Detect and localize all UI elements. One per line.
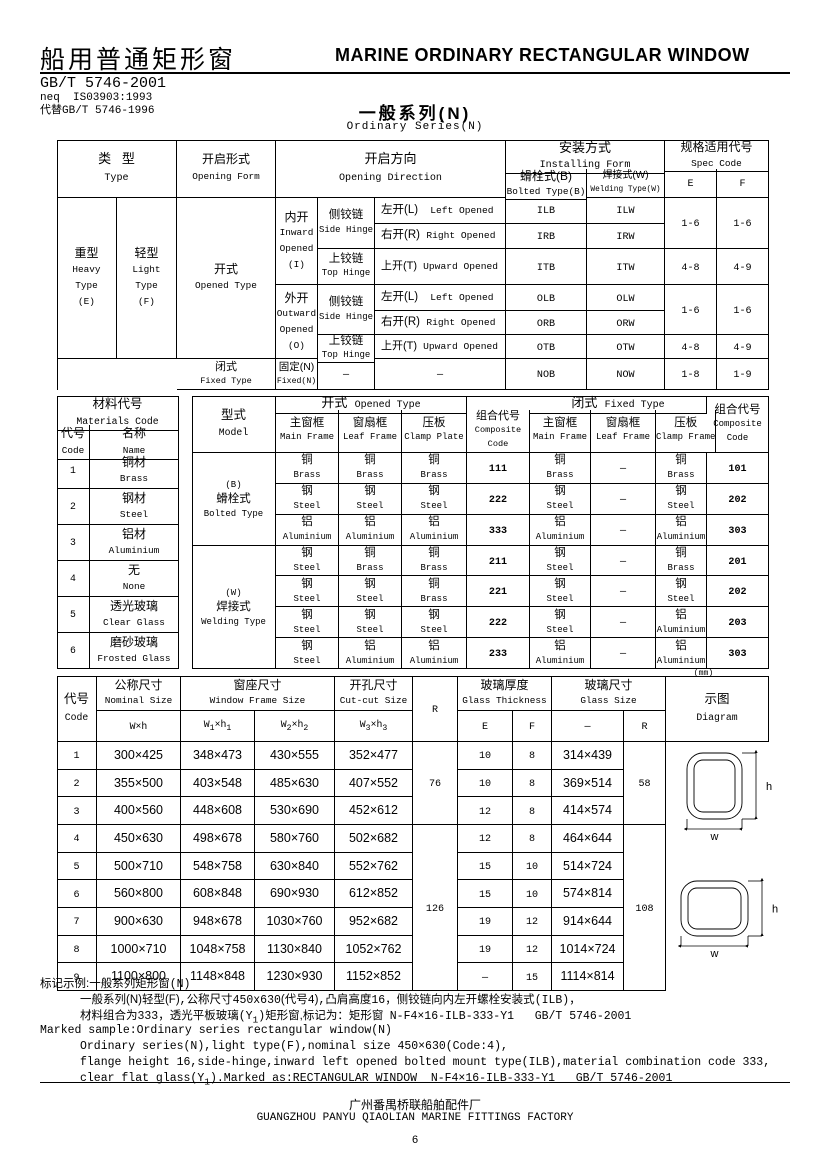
svg-text:w: w [709,831,718,843]
svg-text:w: w [709,948,718,960]
svg-text:h: h [766,781,772,793]
svg-text:h: h [772,903,778,915]
